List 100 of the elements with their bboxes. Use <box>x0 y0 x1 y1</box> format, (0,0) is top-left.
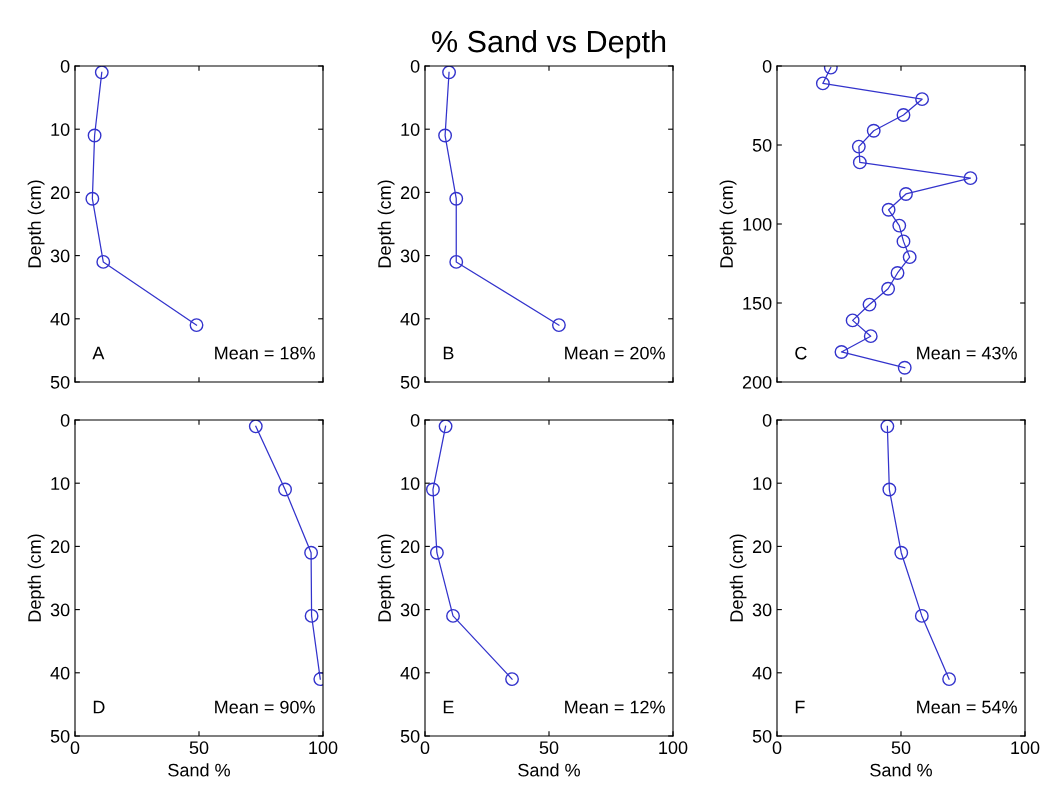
y-tick-label: 0 <box>60 59 70 73</box>
y-tick-label: 30 <box>400 249 420 263</box>
point <box>882 482 897 497</box>
point <box>425 482 440 497</box>
point <box>551 318 566 333</box>
y-tick-label: 50 <box>400 375 420 389</box>
point <box>899 187 913 201</box>
point <box>449 191 464 206</box>
y-tick-label: 20 <box>50 186 70 200</box>
y-tick-label: 30 <box>50 603 70 617</box>
point <box>902 250 917 265</box>
y-tick-label: 40 <box>400 312 420 326</box>
y-axis-title: Depth (cm) <box>27 180 45 268</box>
y-tick-label: 50 <box>50 375 70 389</box>
point <box>96 254 111 269</box>
y-axis-title: Depth (cm) <box>719 180 737 268</box>
point <box>942 672 957 687</box>
y-tick-label: 50 <box>752 138 772 152</box>
annotation: Mean = 12% <box>565 700 665 714</box>
annotation: B <box>443 346 454 360</box>
point <box>862 297 877 312</box>
point <box>248 420 263 434</box>
point <box>963 171 978 186</box>
y-tick-label: 40 <box>50 312 70 326</box>
point <box>834 345 849 359</box>
y-tick-label: 200 <box>742 375 772 389</box>
y-tick-label: 0 <box>60 413 70 427</box>
point <box>429 545 444 560</box>
y-tick-label: 10 <box>401 477 420 490</box>
point <box>446 608 460 623</box>
x-tick-label: 0 <box>70 741 80 755</box>
annotation: A <box>92 346 105 360</box>
y-tick-label: 0 <box>410 413 420 427</box>
y-tick-label: 40 <box>752 666 772 680</box>
y-tick-label: 0 <box>762 59 772 73</box>
x-axis-title: Sand % <box>870 763 932 777</box>
point <box>278 482 293 497</box>
point <box>815 76 830 91</box>
y-tick-label: 10 <box>51 123 70 136</box>
y-tick-label: 10 <box>401 123 420 136</box>
point <box>914 608 929 623</box>
y-tick-label: 30 <box>752 603 772 617</box>
y-tick-label: 0 <box>410 59 420 73</box>
y-axis-title: Depth (cm) <box>27 534 45 622</box>
x-tick-label: 100 <box>309 741 338 755</box>
y-tick-label: 20 <box>400 540 420 554</box>
point <box>442 66 457 80</box>
point <box>896 108 911 122</box>
point <box>845 313 860 328</box>
x-axis-title: Sand % <box>168 763 230 777</box>
y-tick-label: 30 <box>50 249 70 263</box>
annotation: Mean = 18% <box>215 346 315 360</box>
annotation: D <box>93 700 105 714</box>
point <box>880 420 895 434</box>
annotation: Mean = 54% <box>917 700 1017 714</box>
y-tick-label: 10 <box>753 477 772 490</box>
point <box>881 202 896 217</box>
x-tick-label: 50 <box>539 741 559 755</box>
point <box>94 66 109 80</box>
x-tick-label: 0 <box>420 741 430 755</box>
x-axis-title: Sand % <box>518 763 580 777</box>
point <box>881 281 896 296</box>
annotation: Mean = 90% <box>215 700 315 714</box>
y-axis-title: Depth (cm) <box>377 180 395 268</box>
y-tick-label: 50 <box>50 729 70 743</box>
y-tick-label: 20 <box>50 540 70 554</box>
annotation: E <box>443 700 454 714</box>
x-tick-label: 100 <box>659 741 688 755</box>
point <box>304 545 319 560</box>
point <box>851 139 866 154</box>
point <box>896 234 911 249</box>
annotation: C <box>795 346 807 360</box>
y-tick-label: 30 <box>400 603 420 617</box>
point <box>189 318 204 333</box>
chart-title: % Sand vs Depth <box>432 29 666 59</box>
point <box>897 360 912 375</box>
point <box>449 254 464 269</box>
y-tick-label: 0 <box>762 413 772 427</box>
y-axis-title: Depth (cm) <box>377 534 395 622</box>
point <box>505 672 519 687</box>
point <box>304 608 319 623</box>
annotation: Mean = 20% <box>565 346 665 360</box>
y-tick-label: 150 <box>743 296 772 310</box>
y-tick-label: 40 <box>400 666 420 680</box>
x-tick-label: 0 <box>772 741 782 755</box>
point <box>892 218 907 233</box>
y-tick-label: 40 <box>50 666 70 680</box>
x-tick-label: 50 <box>891 741 911 755</box>
point <box>85 191 100 206</box>
point <box>890 266 905 280</box>
point <box>915 92 930 107</box>
point <box>438 128 453 143</box>
y-axis-title: Depth (cm) <box>729 534 747 622</box>
y-tick-label: 20 <box>400 186 420 200</box>
x-tick-label: 100 <box>1011 741 1040 755</box>
y-tick-label: 100 <box>743 217 772 231</box>
x-tick-label: 50 <box>189 741 209 755</box>
y-tick-label: 20 <box>752 540 772 554</box>
annotation: F <box>795 700 805 714</box>
point <box>87 128 102 143</box>
